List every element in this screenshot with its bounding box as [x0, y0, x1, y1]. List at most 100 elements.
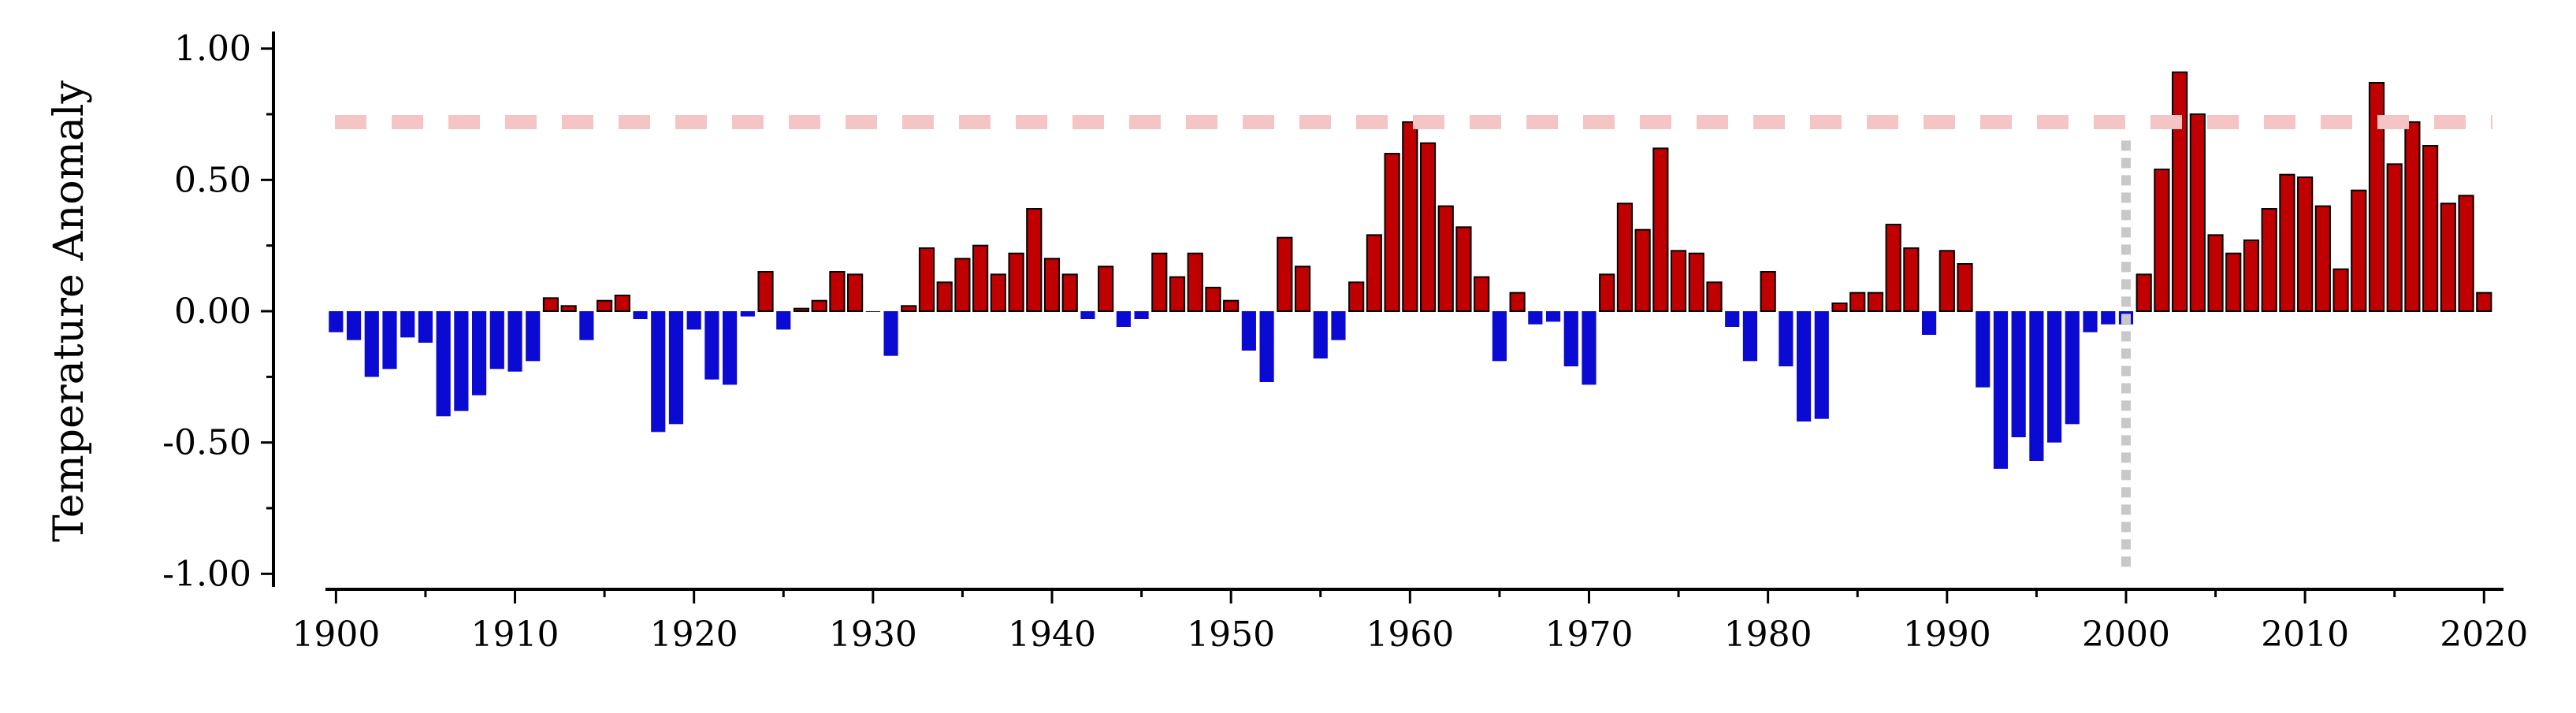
bar-1929	[847, 273, 864, 312]
bar-1913	[560, 305, 577, 312]
bar-1958	[1366, 234, 1382, 312]
bar-1950	[1223, 299, 1240, 313]
bar-1947	[1169, 276, 1186, 313]
x-tick-label: 1920	[650, 615, 738, 655]
bar-1906	[436, 311, 451, 417]
bar-1990	[1939, 250, 1955, 312]
bar-1956	[1331, 311, 1346, 340]
bar-1953	[1277, 236, 1293, 313]
bar-1952	[1259, 311, 1274, 382]
x-tick-label: 2000	[2082, 615, 2170, 655]
bar-1938	[1008, 252, 1024, 313]
bar-1910	[507, 311, 522, 372]
bar-1978	[1725, 311, 1740, 327]
bar-1922	[723, 311, 738, 385]
bar-1969	[1563, 311, 1578, 366]
bar-1932	[901, 305, 917, 312]
bar-2014	[2368, 82, 2385, 312]
bar-1964	[1474, 276, 1490, 313]
bar-1927	[811, 299, 827, 313]
x-tick-label: 1960	[1366, 615, 1454, 655]
bar-1921	[704, 311, 719, 380]
bar-2015	[2386, 163, 2403, 312]
bar-1923	[740, 311, 755, 317]
bar-1924	[757, 271, 774, 312]
bar-1900	[329, 311, 344, 332]
bar-2011	[2314, 205, 2331, 313]
bar-1945	[1134, 311, 1149, 319]
bar-1966	[1509, 292, 1526, 313]
bar-2017	[2422, 145, 2439, 312]
bar-2010	[2297, 176, 2314, 312]
bar-1933	[918, 247, 935, 312]
bar-1965	[1492, 311, 1507, 362]
bar-1992	[1976, 311, 1991, 388]
bar-2018	[2440, 202, 2456, 312]
bar-1997	[2065, 311, 2080, 425]
y-tick-label: 0.50	[174, 160, 251, 200]
x-tick-label: 1950	[1187, 615, 1275, 655]
bar-1954	[1294, 266, 1311, 312]
bar-2007	[2243, 240, 2260, 312]
bar-1903	[382, 311, 397, 369]
bar-1989	[1922, 311, 1937, 335]
bar-2008	[2261, 208, 2277, 312]
x-tick-label: 1990	[1903, 615, 1991, 655]
bar-1949	[1205, 287, 1221, 312]
bar-1905	[418, 311, 433, 343]
bar-1976	[1688, 252, 1704, 313]
bar-2013	[2351, 189, 2367, 312]
bar-1928	[829, 271, 846, 312]
bar-1980	[1760, 271, 1776, 312]
bar-1948	[1187, 252, 1203, 313]
bar-1971	[1599, 273, 1615, 312]
bar-1996	[2047, 311, 2062, 443]
bar-1915	[597, 299, 613, 313]
bar-1951	[1241, 311, 1256, 351]
bar-1916	[614, 295, 630, 312]
x-tick-label: 1910	[471, 615, 559, 655]
bar-1994	[2011, 311, 2026, 437]
bar-1936	[972, 244, 989, 313]
bar-1939	[1026, 208, 1043, 312]
bar-1955	[1313, 311, 1328, 358]
y-tick-label: -1.00	[162, 554, 251, 594]
bar-1981	[1779, 311, 1794, 366]
bar-1962	[1437, 205, 1454, 313]
bar-1983	[1814, 311, 1829, 419]
x-tick-label: 2020	[2440, 615, 2528, 655]
bar-1973	[1634, 228, 1651, 313]
x-tick-label: 1970	[1544, 615, 1633, 655]
bar-1959	[1384, 153, 1400, 312]
bar-1919	[668, 311, 684, 425]
bar-1931	[883, 311, 898, 356]
bar-1957	[1348, 281, 1365, 312]
bar-1917	[633, 311, 648, 319]
bar-1904	[400, 311, 415, 338]
bar-2019	[2458, 195, 2474, 312]
bar-1963	[1455, 226, 1472, 312]
bar-1907	[454, 311, 469, 411]
bar-1920	[686, 311, 701, 330]
bar-1937	[990, 273, 1006, 312]
bar-2003	[2172, 71, 2188, 312]
bar-1974	[1652, 147, 1669, 312]
bar-2006	[2225, 252, 2242, 313]
bar-1995	[2029, 311, 2044, 461]
bar-1987	[1885, 224, 1901, 312]
y-tick-label: 0.00	[174, 292, 251, 332]
bar-1942	[1080, 311, 1095, 319]
bar-1972	[1616, 202, 1634, 312]
bar-1941	[1061, 273, 1078, 312]
x-tick-label: 1980	[1724, 615, 1812, 655]
x-tick-label: 1940	[1008, 615, 1096, 655]
overlay-layer	[335, 115, 2492, 574]
bar-1914	[579, 311, 594, 340]
y-axis-title: Temperature Anomaly	[46, 80, 93, 541]
bar-2009	[2279, 173, 2295, 312]
bar-1968	[1545, 311, 1561, 322]
bar-1934	[936, 281, 953, 312]
bar-2016	[2404, 121, 2421, 312]
